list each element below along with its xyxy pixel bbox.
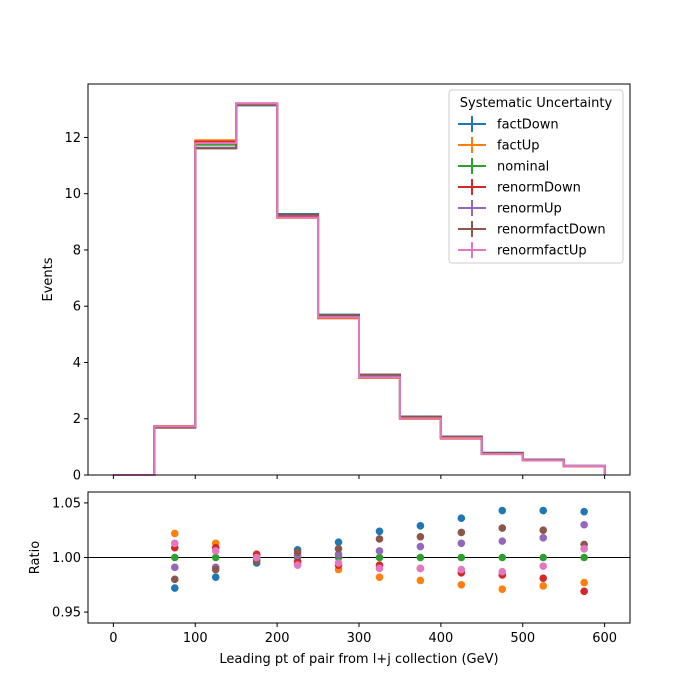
legend-entry-label: renormUp [497,202,562,217]
x-tick-label: 400 [428,631,453,646]
ratio-point [580,587,588,596]
ratio-point [170,584,179,592]
ratio-point [170,575,179,584]
ratio-point [170,529,179,538]
ratio-point [211,565,220,574]
legend-entry-label: renormfactDown [497,223,606,238]
ratio-point [375,547,384,555]
ratio-point [498,524,507,532]
x-tick-label: 100 [183,631,208,646]
ratio-y-tick-label: 1.05 [52,496,81,511]
ratio-point [498,553,507,562]
series-step-line [113,102,606,476]
ratio-point [211,553,220,562]
x-tick-label: 300 [347,631,372,646]
ratio-y-tick-label: 1.00 [52,551,81,566]
x-tick-label: 500 [510,631,535,646]
ratio-point [539,553,548,562]
legend-title: Systematic Uncertainty [460,96,613,111]
ratio-point [498,585,507,593]
ratio-y-axis-label: Ratio [28,541,43,574]
ratio-point [416,564,425,573]
ratio-point [375,527,384,536]
ratio-point [334,538,343,547]
ratio-point [416,542,425,551]
ratio-point [416,553,425,562]
ratio-point [334,544,343,553]
ratio-point [539,574,548,583]
y-tick-label: 6 [73,300,81,315]
ratio-point [170,539,179,548]
ratio-point [170,553,179,562]
ratio-point [416,532,425,541]
y-tick-label: 2 [73,412,81,427]
legend-entry-label: factUp [497,139,540,154]
ratio-y-tick-label: 0.95 [52,606,81,621]
ratio-point [170,563,179,572]
ratio-point [457,553,466,562]
ratio-point [539,582,548,590]
ratio-point [211,573,220,581]
ratio-point [580,553,588,562]
y-tick-label: 12 [64,131,81,146]
ratio-point [416,576,425,585]
legend: Systematic Uncertainty factDown factUp nomi… [448,89,624,264]
ratio-point [293,561,302,569]
ratio-point [375,564,384,573]
x-tick-label: 600 [592,631,617,646]
ratio-point [498,567,507,576]
ratio-point [457,514,466,522]
ratio-point [498,506,507,515]
ratio-point [580,520,588,529]
top-panel: 0 2 4 6 8 10 12 Events [41,83,631,484]
legend-entry-label: renormDown [497,181,581,196]
ratio-point [539,562,548,571]
ratio-point [539,526,548,535]
y-tick-label: 4 [73,356,81,371]
ratio-point [211,547,220,555]
y-tick-label: 10 [64,187,81,202]
ratio-point [457,565,466,574]
x-axis-label: Leading pt of pair from l+j collection (… [219,652,498,667]
ratio-panel: 0.95 1.00 1.05 0 100 200 300 400 500 600 Ratio Lead… [28,491,631,667]
x-tick-label: 0 [109,631,117,646]
ratio-point [416,522,425,530]
legend-entry-label: factDown [497,118,559,133]
legend-entry-label: renormfactUp [497,244,587,259]
legend-box [448,89,624,264]
ratio-point [334,550,343,559]
ratio-point [293,548,302,556]
ratio-point [375,535,384,543]
y-tick-label: 0 [73,469,81,484]
ratio-point [580,578,588,587]
ratio-point [375,573,384,581]
ratio-point [457,539,466,548]
ratio-point [498,537,507,545]
ratio-point [539,534,548,542]
ratio-point [375,553,384,562]
x-tick-label: 200 [265,631,290,646]
y-axis-label: Events [41,257,56,301]
ratio-point [580,544,588,553]
ratio-point [334,559,343,567]
legend-entry-label: nominal [497,160,549,175]
ratio-point [580,507,588,516]
ratio-point [457,580,466,589]
ratio-point [457,528,466,537]
ratio-point [539,506,548,515]
ratio-point [252,553,261,562]
y-tick-label: 8 [73,243,81,258]
